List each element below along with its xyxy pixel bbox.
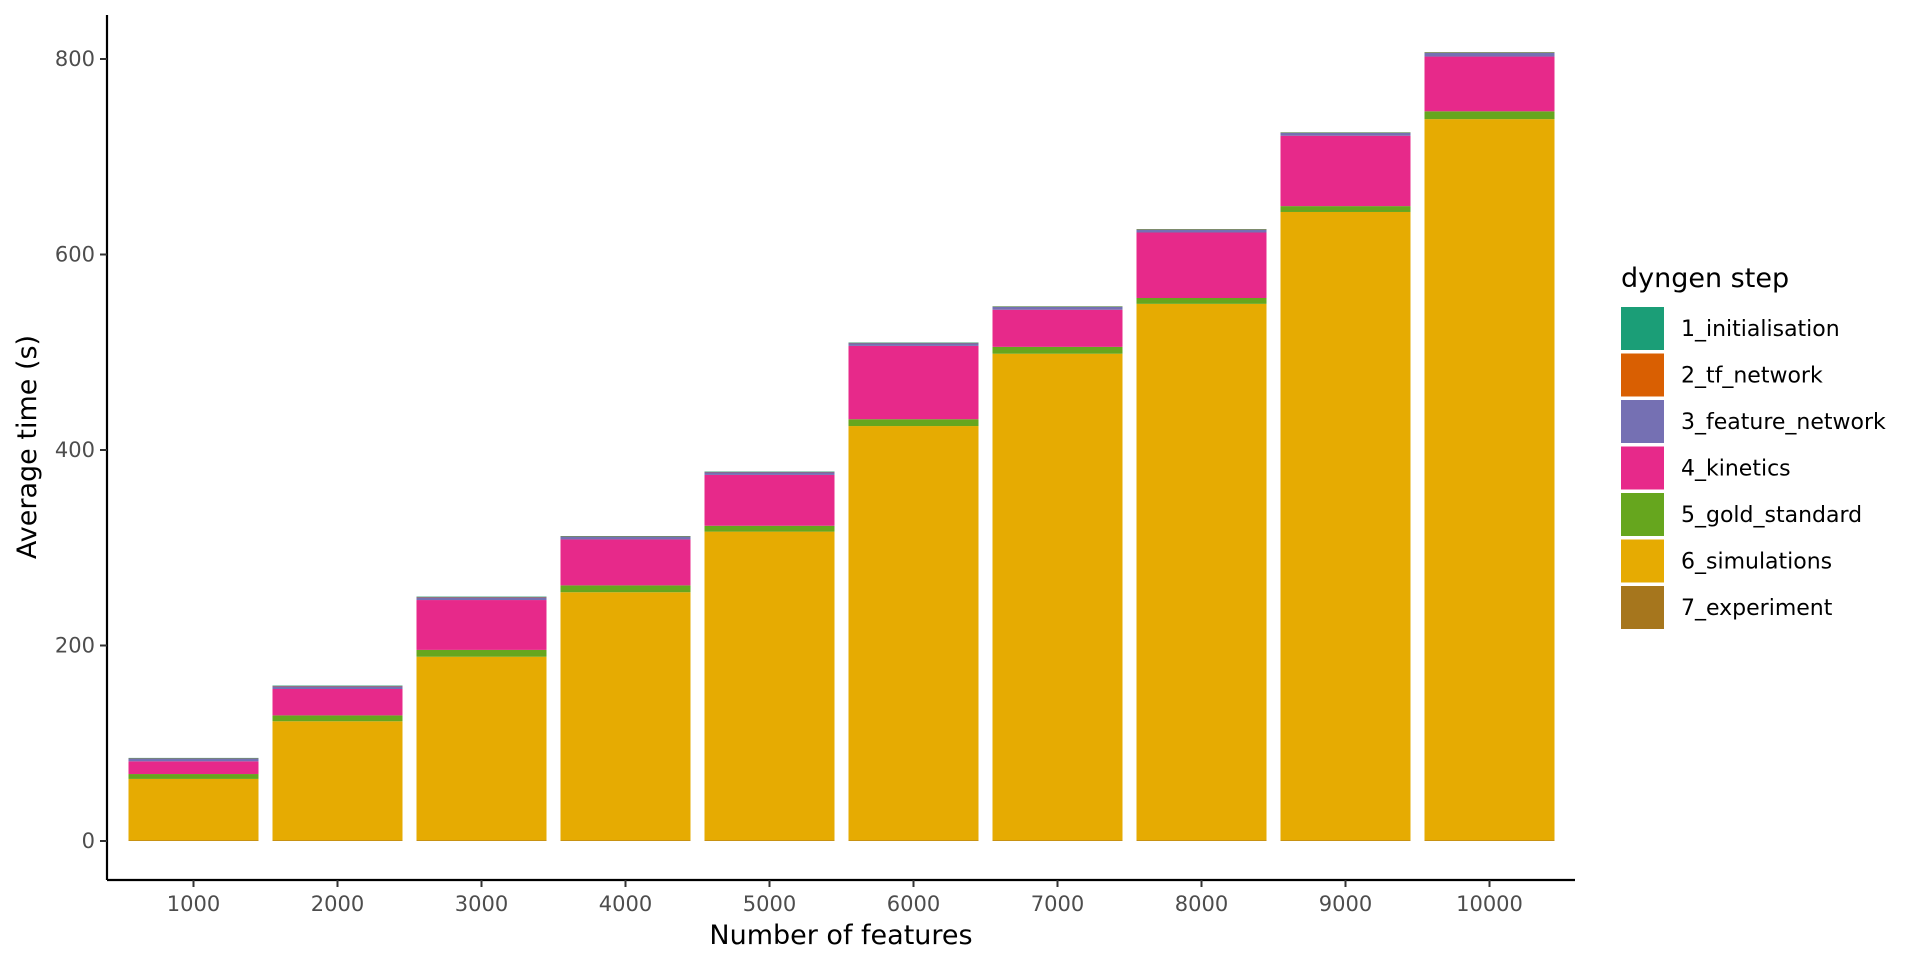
x-tick-label: 3000 — [455, 892, 508, 916]
legend-title: dyngen step — [1621, 263, 1789, 294]
bar-segment-6_simulations-3000 — [416, 656, 547, 841]
bar-segment-4_kinetics-4000 — [560, 539, 691, 586]
x-tick-label: 2000 — [311, 892, 364, 916]
bar-segment-4_kinetics-9000 — [1280, 135, 1411, 207]
x-tick-label: 9000 — [1319, 892, 1372, 916]
bar-segment-3_feature_network-4000 — [560, 536, 691, 540]
bar-segment-6_simulations-7000 — [992, 353, 1123, 841]
bar-segment-4_kinetics-8000 — [1136, 232, 1267, 298]
bar-segment-5_gold_standard-1000 — [128, 774, 259, 779]
legend-label-1_initialisation: 1_initialisation — [1681, 317, 1840, 342]
bar-segment-6_simulations-9000 — [1280, 211, 1411, 841]
legend-label-3_feature_network: 3_feature_network — [1681, 410, 1886, 435]
bar-segment-4_kinetics-2000 — [272, 688, 403, 716]
legend-label-2_tf_network: 2_tf_network — [1681, 364, 1823, 389]
legend-swatch-1_initialisation — [1621, 307, 1664, 350]
bar-segment-3_feature_network-3000 — [416, 597, 547, 601]
x-tick-label: 8000 — [1175, 892, 1228, 916]
legend-label-6_simulations: 6_simulations — [1681, 550, 1832, 575]
bar-segment-5_gold_standard-7000 — [992, 346, 1123, 354]
legend-label-5_gold_standard: 5_gold_standard — [1681, 503, 1862, 528]
legend-swatch-3_feature_network — [1621, 400, 1664, 443]
bar-segment-5_gold_standard-4000 — [560, 585, 691, 593]
bar-segment-5_gold_standard-6000 — [848, 419, 979, 427]
y-axis-title: Average time (s) — [12, 335, 43, 559]
legend-label-4_kinetics: 4_kinetics — [1681, 457, 1791, 482]
bar-segment-6_simulations-6000 — [848, 426, 979, 841]
legend-swatch-6_simulations — [1621, 539, 1664, 583]
bar-segment-3_feature_network-9000 — [1280, 132, 1411, 136]
bar-segment-5_gold_standard-5000 — [704, 525, 835, 532]
bar-segment-3_feature_network-5000 — [704, 471, 835, 475]
legend-swatch-4_kinetics — [1621, 446, 1664, 490]
legend-label-7_experiment: 7_experiment — [1681, 596, 1833, 621]
bar-segment-3_feature_network-1000 — [128, 758, 259, 762]
bars-layer — [128, 52, 1555, 841]
bar-segment-6_simulations-4000 — [560, 592, 691, 841]
bar-segment-5_gold_standard-9000 — [1280, 206, 1411, 212]
bar-segment-3_feature_network-10000 — [1424, 52, 1555, 57]
bar-segment-6_simulations-5000 — [704, 531, 835, 841]
bar-segment-4_kinetics-3000 — [416, 600, 547, 650]
bar-segment-3_feature_network-6000 — [848, 342, 979, 346]
legend-swatch-7_experiment — [1621, 586, 1664, 629]
bar-segment-5_gold_standard-3000 — [416, 649, 547, 657]
y-tick-label: 800 — [55, 47, 95, 71]
legend-swatch-2_tf_network — [1621, 353, 1664, 397]
x-tick-label: 6000 — [887, 892, 940, 916]
bar-segment-5_gold_standard-10000 — [1424, 111, 1555, 120]
bar-segment-6_simulations-2000 — [272, 721, 403, 841]
bar-segment-4_kinetics-1000 — [128, 761, 259, 775]
bar-segment-6_simulations-1000 — [128, 778, 259, 841]
y-tick-label: 400 — [55, 438, 95, 462]
bar-segment-3_feature_network-7000 — [992, 306, 1123, 310]
bar-segment-6_simulations-10000 — [1424, 119, 1555, 841]
bar-segment-4_kinetics-10000 — [1424, 56, 1555, 112]
axes-layer — [105, 15, 1575, 882]
bar-segment-6_simulations-8000 — [1136, 303, 1267, 841]
legend: dyngen step 1_initialisation 2_tf_network… — [1621, 263, 1886, 629]
x-tick-label: 7000 — [1031, 892, 1084, 916]
y-ticks: 0 200 400 600 800 — [55, 47, 107, 853]
x-tick-label: 5000 — [743, 892, 796, 916]
bar-segment-4_kinetics-5000 — [704, 474, 835, 526]
y-tick-label: 200 — [55, 634, 95, 658]
x-ticks: 1000 2000 3000 4000 5000 6000 7000 8000 9000 1000… — [167, 880, 1523, 916]
legend-items: 1_initialisation 2_tf_network 3_feature_ne… — [1621, 307, 1886, 629]
legend-swatch-5_gold_standard — [1621, 493, 1664, 536]
y-tick-label: 0 — [82, 829, 95, 853]
bar-segment-4_kinetics-7000 — [992, 309, 1123, 347]
bar-segment-4_kinetics-6000 — [848, 345, 979, 420]
x-tick-label: 4000 — [599, 892, 652, 916]
x-tick-label: 1000 — [167, 892, 220, 916]
bar-segment-5_gold_standard-2000 — [272, 715, 403, 722]
bar-segment-3_feature_network-2000 — [272, 686, 403, 689]
bar-segment-5_gold_standard-8000 — [1136, 297, 1267, 304]
x-tick-label: 10000 — [1456, 892, 1523, 916]
bar-segment-3_feature_network-8000 — [1136, 229, 1267, 233]
y-tick-label: 600 — [55, 243, 95, 267]
x-axis-title: Number of features — [709, 920, 972, 951]
